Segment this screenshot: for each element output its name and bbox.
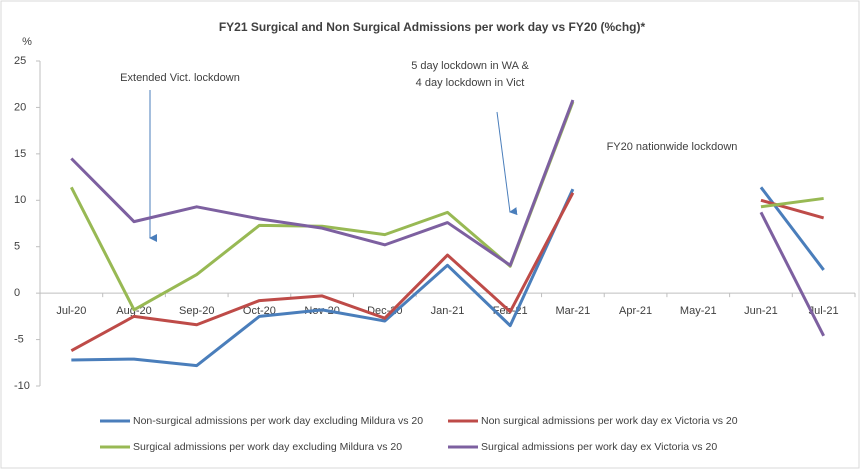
x-tick-label: Jun-21	[744, 305, 778, 317]
y-tick-label: -5	[14, 333, 24, 345]
chart-title: FY21 Surgical and Non Surgical Admission…	[219, 20, 646, 34]
x-tick-label: May-21	[680, 305, 717, 317]
y-tick-label: 5	[14, 241, 20, 253]
x-tick-label: Sep-20	[179, 305, 214, 317]
series-line	[760, 198, 825, 220]
series-line	[71, 188, 575, 368]
y-axis-label: %	[22, 36, 32, 48]
y-tick-label: 15	[14, 148, 26, 160]
x-tick-label: Mar-21	[555, 305, 590, 317]
annotation: 4 day lockdown in Vict	[416, 77, 525, 89]
annotation: 5 day lockdown in WA &	[411, 60, 529, 72]
arrow	[496, 111, 518, 216]
series-line	[70, 99, 575, 267]
series-line	[70, 192, 575, 353]
y-tick-label: 20	[14, 101, 26, 113]
y-tick-label: 0	[14, 287, 20, 299]
annotation: FY20 nationwide lockdown	[607, 141, 738, 153]
legend-label: Non-surgical admissions per work day exc…	[133, 415, 423, 427]
series-line	[760, 196, 824, 209]
legend-label: Surgical admissions per work day ex Vict…	[481, 441, 717, 453]
x-tick-label: Jul-21	[809, 305, 839, 317]
x-tick-label: Jul-20	[56, 305, 86, 317]
series-line	[759, 186, 825, 271]
x-tick-label: Jan-21	[431, 305, 465, 317]
y-tick-label: 25	[14, 55, 26, 67]
y-tick-label: 10	[14, 194, 26, 206]
series-line	[759, 211, 825, 337]
x-tick-label: Apr-21	[619, 305, 652, 317]
legend-label: Surgical admissions per work day excludi…	[133, 441, 402, 453]
y-tick-label: -10	[14, 380, 30, 392]
series-line	[70, 101, 575, 312]
annotation: Extended Vict. lockdown	[120, 72, 240, 84]
legend-label: Non surgical admissions per work day ex …	[481, 415, 738, 427]
